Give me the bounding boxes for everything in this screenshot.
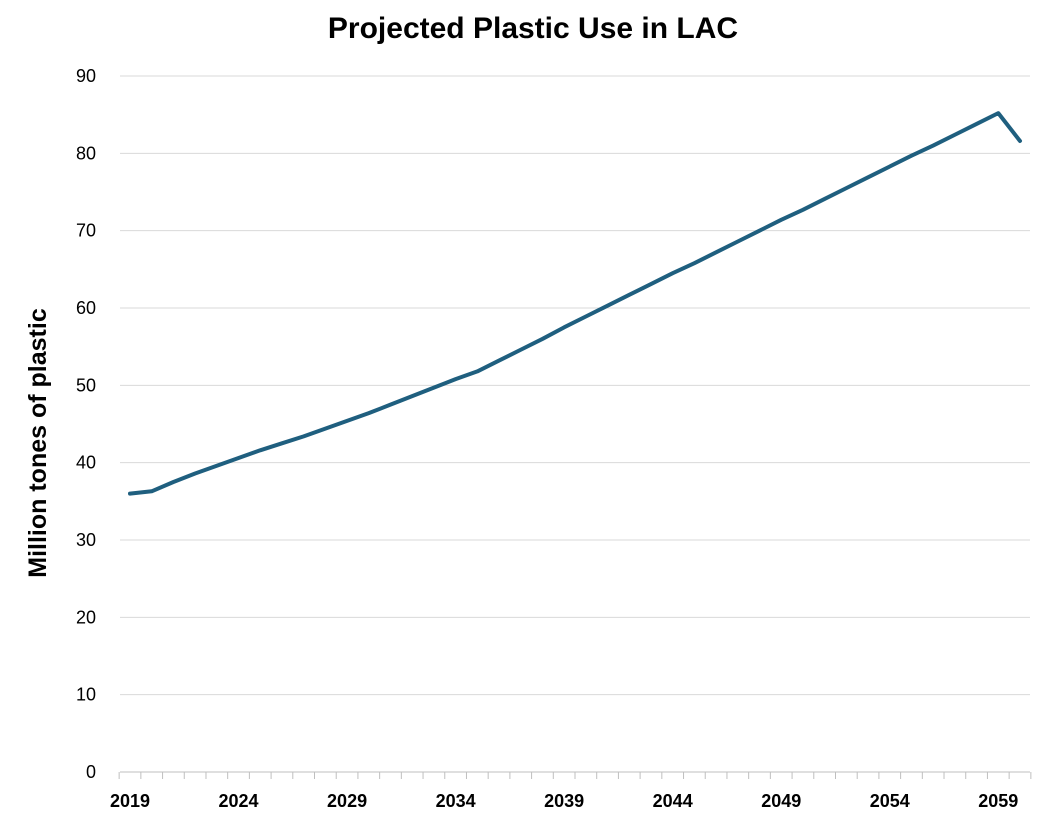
y-tick-label: 10 bbox=[76, 685, 96, 705]
x-axis bbox=[118, 771, 1032, 779]
y-tick-label: 80 bbox=[76, 143, 96, 163]
y-tick-label: 50 bbox=[76, 375, 96, 395]
x-tick-label: 2024 bbox=[219, 791, 259, 811]
x-tick-label: 2059 bbox=[978, 791, 1018, 811]
y-tick-label: 90 bbox=[76, 66, 96, 86]
x-tick-label: 2044 bbox=[653, 791, 693, 811]
x-tick-label: 2034 bbox=[436, 791, 476, 811]
y-tick-label: 60 bbox=[76, 298, 96, 318]
gridlines bbox=[120, 75, 1030, 696]
y-tick-label: 30 bbox=[76, 530, 96, 550]
series-line bbox=[128, 111, 1022, 496]
x-tick-label: 2049 bbox=[761, 791, 801, 811]
y-tick-label: 20 bbox=[76, 607, 96, 627]
y-tick-labels: 0 10 20 30 40 50 60 70 80 90 bbox=[76, 66, 96, 782]
y-tick-label: 0 bbox=[86, 762, 96, 782]
x-tick-label: 2039 bbox=[544, 791, 584, 811]
chart-title: Projected Plastic Use in LAC bbox=[328, 12, 738, 45]
x-tick-label: 2054 bbox=[870, 791, 910, 811]
series-layer bbox=[128, 111, 1022, 496]
y-tick-label: 70 bbox=[76, 221, 96, 241]
x-tick-label: 2029 bbox=[327, 791, 367, 811]
y-axis-label: Million tones of plastic bbox=[24, 308, 52, 578]
x-tick-labels: 2019 2024 2029 2034 2039 2044 2049 2054 2059 bbox=[110, 791, 1018, 811]
x-tick-label: 2019 bbox=[110, 791, 150, 811]
y-tick-label: 40 bbox=[76, 453, 96, 473]
